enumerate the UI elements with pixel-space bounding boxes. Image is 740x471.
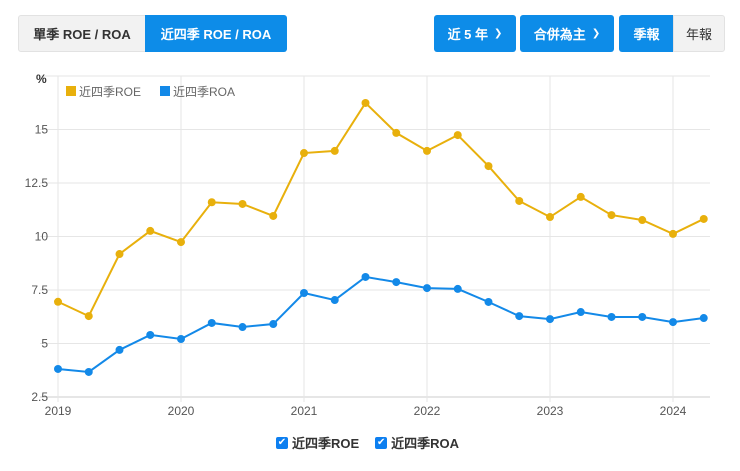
data-point-roe	[300, 149, 308, 158]
data-point-roa	[115, 345, 124, 354]
roe-toggle-label: 近四季ROE	[292, 436, 360, 451]
data-point-roe	[361, 98, 370, 107]
period-label: 近 5 年	[447, 27, 489, 42]
x-tick-label: 2023	[537, 404, 564, 418]
single-quarter-tab[interactable]: 單季 ROE / ROA	[18, 15, 146, 52]
legend-swatch	[160, 86, 170, 96]
data-point-roa	[300, 288, 308, 297]
roa-toggle-label: 近四季ROA	[391, 436, 460, 451]
data-point-roe	[269, 211, 278, 220]
chevron-down-icon: ❯	[494, 28, 503, 39]
y-tick-label: 12.5	[25, 176, 49, 190]
roe-toggle[interactable]: ✔ 近四季ROE	[276, 433, 359, 452]
data-point-roa	[207, 318, 216, 327]
data-point-roa	[546, 315, 554, 324]
x-tick-label: 2020	[168, 404, 195, 418]
x-tick-label: 2019	[45, 404, 72, 418]
y-tick-label: 5	[41, 337, 48, 351]
data-point-roa	[576, 308, 585, 317]
legend-label: 近四季ROA	[173, 85, 235, 99]
y-tick-label: 10	[35, 230, 49, 244]
data-point-roe	[207, 198, 216, 207]
data-point-roe	[238, 199, 247, 208]
data-point-roe	[54, 297, 62, 306]
data-point-roa	[361, 272, 370, 281]
data-point-roe	[607, 211, 616, 220]
data-point-roa	[177, 335, 185, 344]
data-point-roe	[546, 213, 554, 222]
x-tick-label: 2021	[291, 404, 318, 418]
period-dropdown[interactable]: 近 5 年 ❯	[434, 15, 516, 52]
data-point-roa	[330, 296, 339, 305]
trailing-four-quarters-tab[interactable]: 近四季 ROE / ROA	[145, 15, 287, 52]
data-point-roa	[607, 312, 616, 321]
roa-toggle[interactable]: ✔ 近四季ROA	[375, 433, 459, 452]
data-point-roe	[638, 216, 647, 225]
data-point-roe	[84, 312, 93, 321]
data-point-roa	[423, 284, 431, 293]
data-point-roa	[484, 297, 493, 306]
data-point-roe	[177, 238, 185, 247]
data-point-roa	[54, 364, 62, 373]
checkbox-checked-icon[interactable]: ✔	[375, 436, 388, 449]
scope-dropdown[interactable]: 合併為主 ❯	[520, 15, 614, 52]
y-tick-label: 15	[35, 123, 49, 137]
y-axis-unit: %	[36, 72, 47, 86]
data-point-roe	[484, 162, 493, 171]
checkbox-checked-icon[interactable]: ✔	[276, 436, 288, 449]
data-point-roe	[146, 226, 155, 235]
legend-label: 近四季ROE	[79, 85, 141, 99]
data-point-roa	[392, 278, 401, 287]
data-point-roa	[84, 367, 93, 376]
data-point-roa	[453, 284, 462, 293]
x-tick-label: 2024	[660, 404, 687, 418]
data-point-roe	[423, 146, 431, 155]
annual-tab[interactable]: 年報	[673, 15, 725, 52]
quarterly-tab[interactable]: 季報	[619, 15, 674, 52]
data-point-roe	[576, 192, 585, 201]
series-line-roa	[57, 275, 704, 373]
chevron-down-icon: ❯	[591, 28, 601, 39]
scope-label: 合併為主	[533, 27, 586, 42]
legend-swatch	[66, 86, 76, 96]
data-point-roa	[638, 312, 647, 321]
data-point-roe	[453, 131, 462, 140]
series-line-roe	[57, 101, 705, 318]
x-tick-label: 2022	[414, 404, 441, 418]
roe-roa-chart: 2.5 5 7.5 10 12.5 15% 2019 2020 2021 2022 2023 2024…	[25, 72, 710, 418]
data-point-roe	[330, 146, 339, 155]
data-point-roa	[146, 330, 155, 339]
data-point-roe	[392, 128, 401, 137]
data-point-roe	[515, 196, 524, 205]
data-point-roe	[669, 229, 677, 238]
data-point-roa	[515, 312, 524, 321]
y-tick-label: 2.5	[31, 390, 48, 404]
data-point-roe	[115, 250, 124, 259]
data-point-roa	[238, 323, 247, 332]
y-tick-label: 7.5	[31, 283, 48, 297]
data-point-roa	[669, 318, 677, 327]
data-point-roa	[269, 320, 278, 329]
data-point-roa	[699, 314, 708, 323]
data-point-roe	[699, 214, 708, 223]
